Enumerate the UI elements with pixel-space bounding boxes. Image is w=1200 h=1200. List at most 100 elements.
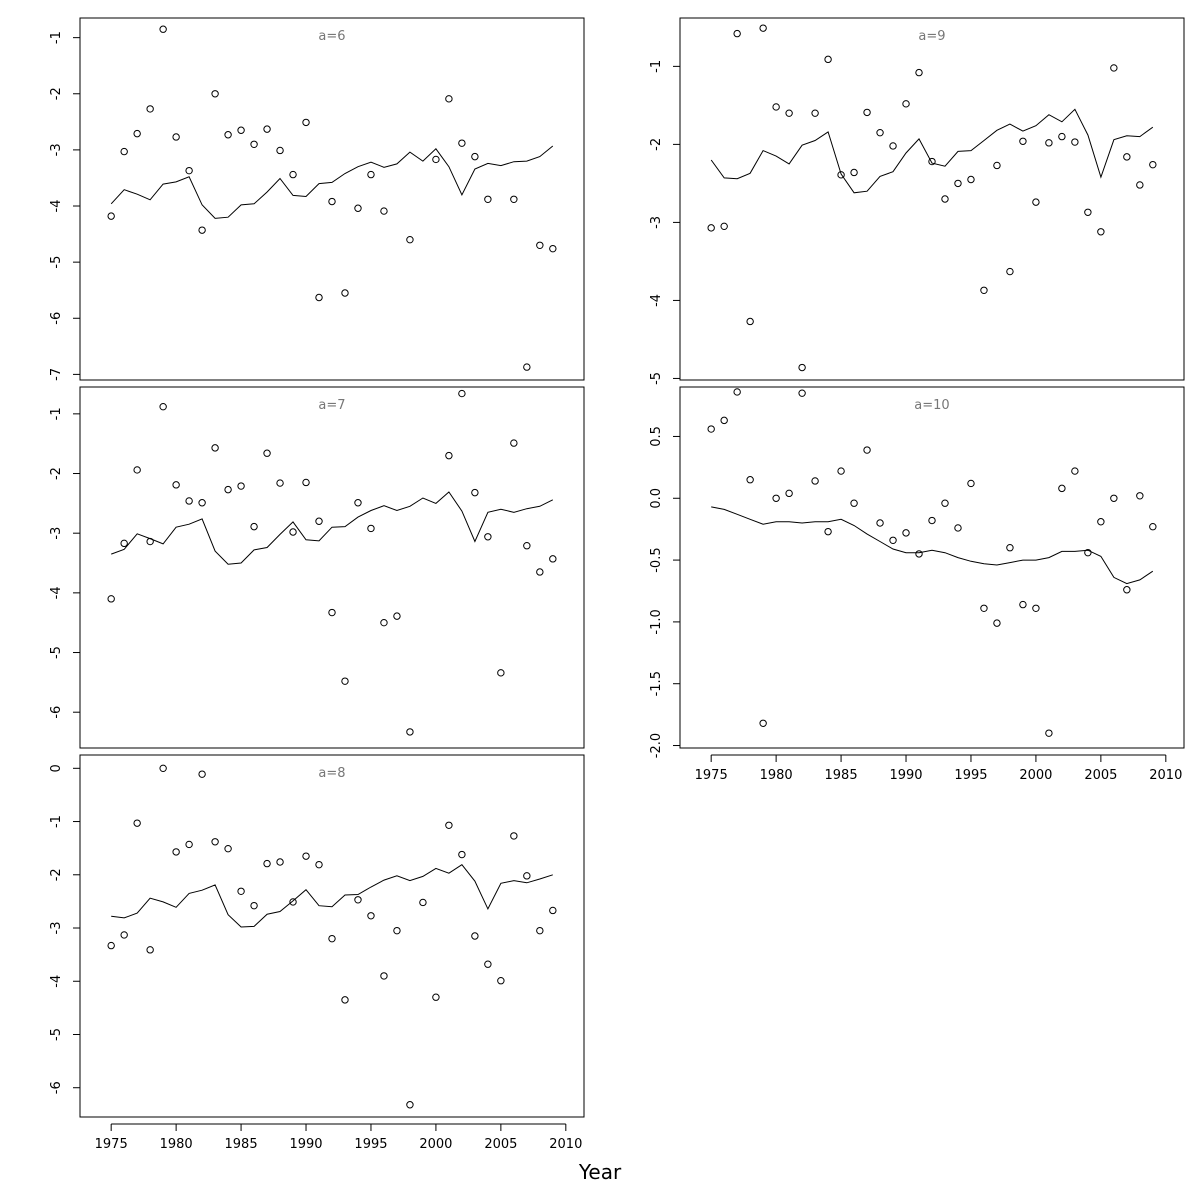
data-point: [772, 103, 780, 111]
data-point: [107, 212, 115, 220]
data-point: [185, 840, 193, 849]
x-tick-label: 2010: [1149, 768, 1182, 783]
data-point: [237, 482, 245, 490]
data-point: [172, 133, 180, 141]
data-point: [146, 946, 154, 954]
x-tick-label: 1975: [95, 1137, 128, 1152]
panel-a-9: a=9 -5 -4 -3 -2 -1: [649, 17, 1185, 385]
x-tick-label: 2005: [484, 1137, 517, 1152]
series-line: [111, 491, 554, 565]
data-point: [302, 118, 310, 127]
data-point: [172, 848, 180, 856]
panel-a-7: a=7 -6 -5 -4 -3 -2 -1: [49, 386, 585, 749]
data-point: [954, 179, 962, 188]
data-point: [302, 852, 310, 860]
data-point: [146, 537, 154, 546]
data-point: [484, 960, 492, 968]
data-point: [159, 764, 167, 773]
data-point: [380, 207, 388, 215]
y-tick-label: -5: [49, 256, 64, 269]
y-tick-label: -2: [49, 87, 64, 100]
y-tick-label: -5: [49, 1028, 64, 1041]
y-tick-label: -5: [49, 646, 64, 659]
data-point: [380, 618, 388, 627]
y-tick-label: -1: [49, 815, 64, 828]
data-point: [733, 29, 741, 38]
data-point: [523, 872, 531, 880]
data-point: [120, 931, 128, 939]
y-tick-label: -6: [49, 706, 64, 719]
data-point: [354, 499, 362, 507]
data-point: [237, 887, 245, 895]
data-point: [133, 129, 141, 138]
x-tick-label: 2000: [419, 1137, 452, 1152]
data-point: [536, 568, 544, 576]
data-point: [211, 838, 219, 846]
data-point: [458, 850, 466, 859]
series-line: [710, 108, 1154, 194]
y-tick-label: -2: [49, 467, 64, 480]
plot-frame: [79, 386, 585, 749]
data-point: [1136, 181, 1144, 189]
data-point: [458, 389, 466, 398]
panel-title: a=7: [318, 398, 345, 413]
data-point: [315, 293, 323, 302]
data-point: [276, 479, 284, 487]
data-point: [850, 168, 858, 177]
data-point: [1071, 467, 1079, 475]
data-point: [406, 728, 414, 736]
y-tick-label: -3: [49, 922, 64, 935]
series-line: [111, 864, 553, 928]
data-point: [302, 478, 310, 487]
data-point: [1058, 484, 1066, 493]
data-point: [798, 363, 806, 372]
data-point: [1045, 729, 1053, 737]
data-point: [263, 859, 271, 868]
data-point: [785, 489, 793, 498]
data-point: [850, 499, 858, 507]
data-point: [107, 941, 115, 950]
data-point: [367, 524, 375, 533]
data-point: [159, 25, 167, 33]
y-tick-label: -5: [649, 372, 664, 385]
data-point: [289, 528, 297, 536]
y-tick-label: -6: [49, 1081, 64, 1094]
data-point: [1123, 586, 1131, 594]
data-point: [133, 466, 141, 474]
data-point: [549, 244, 557, 253]
data-point: [198, 770, 206, 778]
panel-title: a=6: [318, 29, 345, 44]
data-point: [133, 819, 141, 827]
data-point: [733, 388, 741, 396]
data-point: [915, 68, 923, 77]
data-point: [1071, 138, 1079, 146]
data-point: [863, 108, 871, 117]
y-tick-label: -4: [649, 294, 664, 307]
panel-title: a=8: [318, 766, 345, 781]
data-point: [1032, 198, 1040, 206]
panel-a-6: a=6 -7 -6 -5 -4 -3 -2 -1: [49, 17, 585, 381]
data-point: [510, 832, 518, 840]
x-tick-label: 2000: [1019, 768, 1052, 783]
panel-a-8: a=8 -6 -5 -4 -3 -2 -1 0 1975 1980 1985 1990 1995 2000…: [49, 754, 585, 1152]
data-point: [759, 24, 767, 32]
data-point: [367, 912, 375, 920]
data-point: [1123, 153, 1131, 161]
data-point: [445, 821, 453, 829]
data-point: [289, 170, 297, 179]
x-tick-label: 1985: [825, 768, 858, 783]
data-point: [211, 444, 219, 452]
y-tick-label: -1: [49, 31, 64, 44]
x-tick-label: 1990: [889, 768, 922, 783]
y-tick-label: -2: [49, 868, 64, 881]
data-point: [484, 533, 492, 541]
data-point: [746, 317, 754, 326]
x-tick-label: 1980: [760, 768, 793, 783]
data-point: [406, 235, 414, 244]
data-point: [224, 485, 232, 494]
data-point: [980, 604, 988, 612]
panel-title: a=9: [918, 29, 945, 44]
data-point: [328, 608, 336, 617]
data-point: [315, 517, 323, 525]
